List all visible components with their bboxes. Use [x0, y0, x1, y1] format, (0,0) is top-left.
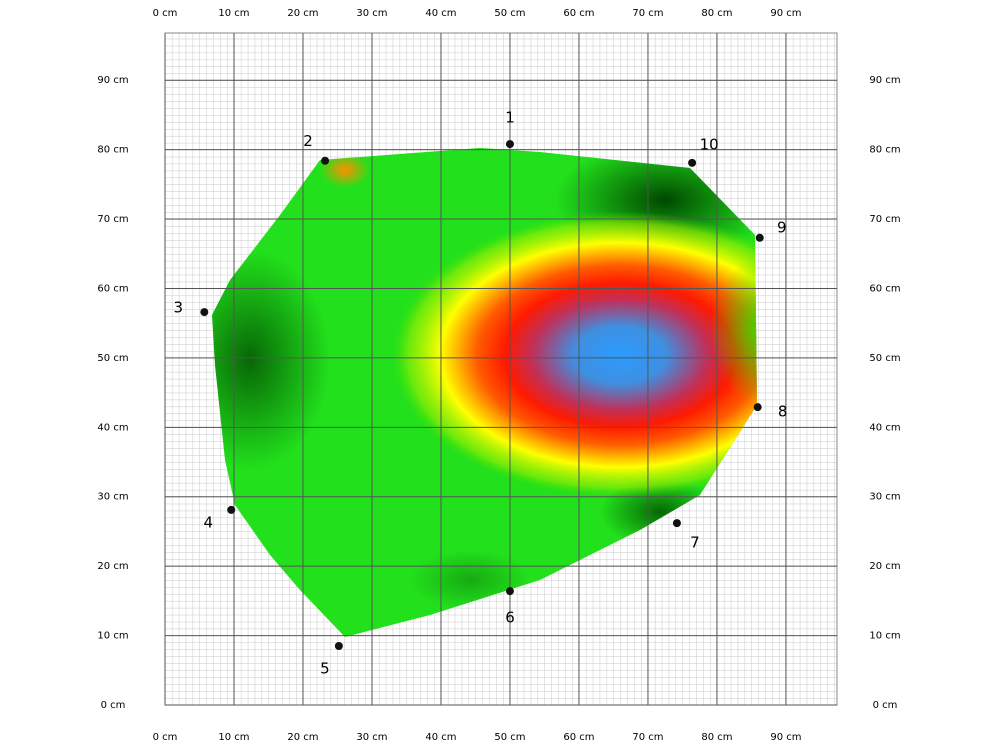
- electrode-label: 8: [778, 403, 788, 421]
- x-tick-label: 30 cm: [356, 8, 387, 19]
- y-tick-label: 50 cm: [869, 353, 900, 364]
- electrode-label: 5: [320, 659, 330, 677]
- x-tick-label: 90 cm: [770, 732, 801, 742]
- electrode-label: 3: [174, 299, 184, 317]
- electrode-label: 2: [303, 132, 313, 150]
- x-tick-label: 50 cm: [494, 8, 525, 19]
- x-tick-label: 20 cm: [287, 8, 318, 19]
- y-tick-label: 10 cm: [97, 631, 128, 642]
- y-tick-label: 60 cm: [869, 283, 900, 294]
- electrode: [505, 140, 514, 149]
- electrode: [321, 156, 330, 165]
- y-tick-label: 40 cm: [869, 422, 900, 433]
- y-tick-label: 90 cm: [869, 75, 900, 86]
- electrode: [688, 158, 697, 167]
- electrode: [755, 233, 764, 242]
- electrode: [227, 505, 236, 514]
- x-tick-label: 60 cm: [563, 8, 594, 19]
- y-tick-label: 0 cm: [873, 700, 898, 711]
- y-tick-label: 20 cm: [869, 561, 900, 572]
- x-tick-label: 20 cm: [287, 732, 318, 742]
- y-tick-label: 10 cm: [869, 631, 900, 642]
- y-tick-label: 20 cm: [97, 561, 128, 572]
- x-tick-label: 10 cm: [218, 732, 249, 742]
- y-tick-label: 90 cm: [97, 75, 128, 86]
- electrode-label: 6: [505, 609, 515, 627]
- x-tick-label: 90 cm: [770, 8, 801, 19]
- x-tick-label: 70 cm: [632, 8, 663, 19]
- electrode: [505, 587, 514, 596]
- x-tick-label: 40 cm: [425, 732, 456, 742]
- y-tick-label: 30 cm: [869, 492, 900, 503]
- y-tick-label: 70 cm: [869, 214, 900, 225]
- x-tick-label: 40 cm: [425, 8, 456, 19]
- x-tick-label: 70 cm: [632, 732, 663, 742]
- electrode: [334, 641, 343, 650]
- x-tick-label: 0 cm: [153, 8, 178, 19]
- x-tick-label: 10 cm: [218, 8, 249, 19]
- electrode: [672, 519, 681, 528]
- x-tick-label: 60 cm: [563, 732, 594, 742]
- y-tick-label: 50 cm: [97, 353, 128, 364]
- y-tick-label: 40 cm: [97, 422, 128, 433]
- electrode-label: 10: [700, 135, 719, 153]
- x-tick-label: 80 cm: [701, 732, 732, 742]
- y-tick-label: 80 cm: [97, 145, 128, 156]
- y-tick-label: 60 cm: [97, 283, 128, 294]
- x-tick-label: 80 cm: [701, 8, 732, 19]
- x-tick-label: 50 cm: [494, 732, 525, 742]
- y-tick-label: 70 cm: [97, 214, 128, 225]
- x-tick-label: 0 cm: [153, 732, 178, 742]
- y-tick-label: 80 cm: [869, 145, 900, 156]
- electrode-label: 9: [777, 218, 787, 236]
- electrode: [753, 403, 762, 412]
- electrode-label: 1: [505, 109, 515, 127]
- electrode-label: 7: [690, 534, 700, 552]
- y-tick-label: 30 cm: [97, 492, 128, 503]
- x-tick-label: 30 cm: [356, 732, 387, 742]
- electrode-label: 4: [203, 513, 213, 531]
- electrode: [200, 308, 209, 317]
- y-tick-label: 0 cm: [101, 700, 126, 711]
